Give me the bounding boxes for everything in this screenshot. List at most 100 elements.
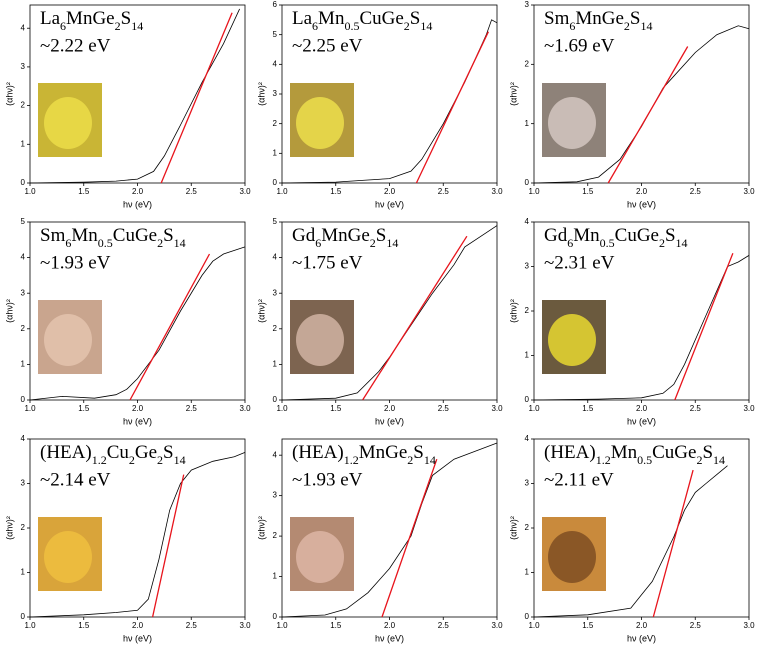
series-line bbox=[674, 252, 734, 401]
y-tick-label: 0 bbox=[273, 395, 278, 404]
series-line bbox=[151, 474, 185, 618]
y-tick-label: 2 bbox=[525, 306, 530, 315]
y-tick-label: 0 bbox=[273, 612, 278, 621]
x-tick-label: 1.0 bbox=[276, 621, 288, 630]
x-tick-label: 3.0 bbox=[491, 621, 503, 630]
x-tick-label: 3.0 bbox=[239, 621, 251, 630]
y-tick-label: 1 bbox=[21, 139, 26, 148]
y-tick-label: 1 bbox=[525, 568, 530, 577]
series-line bbox=[607, 46, 689, 184]
x-tick-label: 2.0 bbox=[132, 621, 144, 630]
x-axis-label: hν (eV) bbox=[627, 416, 656, 426]
band-gap-annotation: ~1.69 eV bbox=[544, 35, 615, 56]
panel-title: La6Mn0.5CuGe2S14 bbox=[292, 8, 432, 32]
y-tick-label: 3 bbox=[21, 288, 26, 297]
y-tick-label: 4 bbox=[273, 450, 278, 459]
y-tick-label: 0 bbox=[525, 395, 530, 404]
y-tick-label: 4 bbox=[21, 23, 26, 32]
x-tick-label: 1.0 bbox=[276, 187, 288, 196]
y-tick-label: 5 bbox=[273, 217, 278, 226]
x-tick-label: 2.0 bbox=[132, 187, 144, 196]
x-tick-label: 2.0 bbox=[384, 187, 396, 196]
x-tick-label: 2.0 bbox=[384, 621, 396, 630]
panel-title: Gd6Mn0.5CuGe2S14 bbox=[544, 225, 688, 249]
y-axis-label: (αhν)² bbox=[508, 516, 518, 540]
y-tick-label: 6 bbox=[273, 0, 278, 9]
y-tick-label: 2 bbox=[525, 59, 530, 68]
x-tick-label: 1.0 bbox=[24, 621, 36, 630]
x-tick-label: 1.0 bbox=[528, 187, 540, 196]
panel: 1.0 1.5 2.0 2.5 3.0 0 1 2 3 4 hν (eV) (αhν)² (HEA)1.… bbox=[508, 434, 755, 643]
y-axis-label: (αhν)² bbox=[256, 516, 266, 540]
y-tick-label: 5 bbox=[273, 30, 278, 39]
x-axis-label: hν (eV) bbox=[375, 633, 404, 643]
x-tick-label: 2.5 bbox=[438, 404, 450, 413]
x-tick-label: 1.0 bbox=[24, 404, 36, 413]
x-tick-label: 2.5 bbox=[690, 404, 702, 413]
y-tick-label: 5 bbox=[21, 217, 26, 226]
series-line bbox=[362, 235, 468, 401]
panel-title: Gd6MnGe2S14 bbox=[292, 225, 398, 249]
y-axis-label: (αhν)² bbox=[508, 299, 518, 323]
panel: 1.0 1.5 2.0 2.5 3.0 0 1 2 3 4 hν (eV) (αhν)² (HEA)1.… bbox=[4, 434, 251, 643]
inset-sample bbox=[548, 97, 596, 149]
x-axis-label: hν (eV) bbox=[627, 199, 656, 209]
x-tick-label: 2.0 bbox=[384, 404, 396, 413]
panel: 1.0 1.5 2.0 2.5 3.0 0 1 2 3 4 5 6 hν (eV) (αhν)² La6Mn… bbox=[256, 0, 503, 209]
y-tick-label: 4 bbox=[273, 59, 278, 68]
x-tick-label: 2.0 bbox=[132, 404, 144, 413]
x-tick-label: 2.5 bbox=[186, 404, 198, 413]
y-tick-label: 4 bbox=[525, 217, 530, 226]
x-tick-label: 1.0 bbox=[24, 187, 36, 196]
y-tick-label: 2 bbox=[273, 324, 278, 333]
panel: 1.0 1.5 2.0 2.5 3.0 0 1 2 3 hν (eV) (αhν)² Sm6MnGe2… bbox=[508, 0, 755, 209]
x-tick-label: 1.5 bbox=[330, 187, 342, 196]
x-tick-label: 3.0 bbox=[743, 404, 755, 413]
y-tick-label: 1 bbox=[273, 148, 278, 157]
x-tick-label: 3.0 bbox=[491, 187, 503, 196]
y-tick-label: 1 bbox=[21, 360, 26, 369]
y-tick-label: 4 bbox=[273, 253, 278, 262]
x-axis-label: hν (eV) bbox=[627, 633, 656, 643]
x-tick-label: 1.5 bbox=[582, 404, 594, 413]
x-tick-label: 1.5 bbox=[78, 187, 90, 196]
y-tick-label: 2 bbox=[21, 523, 26, 532]
inset-sample bbox=[44, 314, 92, 366]
panel-title: (HEA)1.2Cu2Ge2S14 bbox=[40, 442, 186, 466]
inset-sample bbox=[44, 97, 92, 149]
x-tick-label: 1.0 bbox=[276, 404, 288, 413]
x-tick-label: 3.0 bbox=[743, 187, 755, 196]
y-tick-label: 2 bbox=[273, 531, 278, 540]
series-line bbox=[29, 8, 240, 184]
y-tick-label: 0 bbox=[21, 612, 26, 621]
band-gap-annotation: ~2.22 eV bbox=[40, 35, 111, 56]
y-tick-label: 1 bbox=[273, 360, 278, 369]
band-gap-annotation: ~2.11 eV bbox=[544, 469, 614, 490]
series-line bbox=[415, 31, 489, 184]
x-tick-label: 1.0 bbox=[528, 621, 540, 630]
x-tick-label: 1.5 bbox=[330, 621, 342, 630]
band-gap-annotation: ~2.25 eV bbox=[292, 35, 363, 56]
y-tick-label: 3 bbox=[21, 479, 26, 488]
x-tick-label: 1.5 bbox=[78, 621, 90, 630]
panel: 1.0 1.5 2.0 2.5 3.0 0 1 2 3 4 hν (eV) (αhν)² La6MnGe… bbox=[4, 4, 251, 209]
y-tick-label: 0 bbox=[21, 395, 26, 404]
x-tick-label: 1.5 bbox=[582, 621, 594, 630]
series-line bbox=[533, 255, 750, 401]
band-gap-annotation: ~1.75 eV bbox=[292, 252, 363, 273]
x-tick-label: 2.5 bbox=[438, 621, 450, 630]
x-tick-label: 2.0 bbox=[636, 404, 648, 413]
x-tick-label: 1.5 bbox=[78, 404, 90, 413]
y-tick-label: 1 bbox=[273, 572, 278, 581]
x-tick-label: 2.5 bbox=[186, 621, 198, 630]
panel: 1.0 1.5 2.0 2.5 3.0 0 1 2 3 4 hν (eV) (αhν)² (HEA)1.… bbox=[256, 438, 503, 643]
x-tick-label: 2.0 bbox=[636, 621, 648, 630]
y-tick-label: 1 bbox=[21, 568, 26, 577]
y-axis-label: (αhν)² bbox=[4, 299, 14, 323]
y-tick-label: 4 bbox=[525, 434, 530, 443]
x-axis-label: hν (eV) bbox=[375, 416, 404, 426]
series-line bbox=[381, 458, 438, 618]
band-gap-annotation: ~2.31 eV bbox=[544, 252, 615, 273]
series-line bbox=[281, 225, 498, 401]
inset-sample bbox=[296, 314, 344, 366]
